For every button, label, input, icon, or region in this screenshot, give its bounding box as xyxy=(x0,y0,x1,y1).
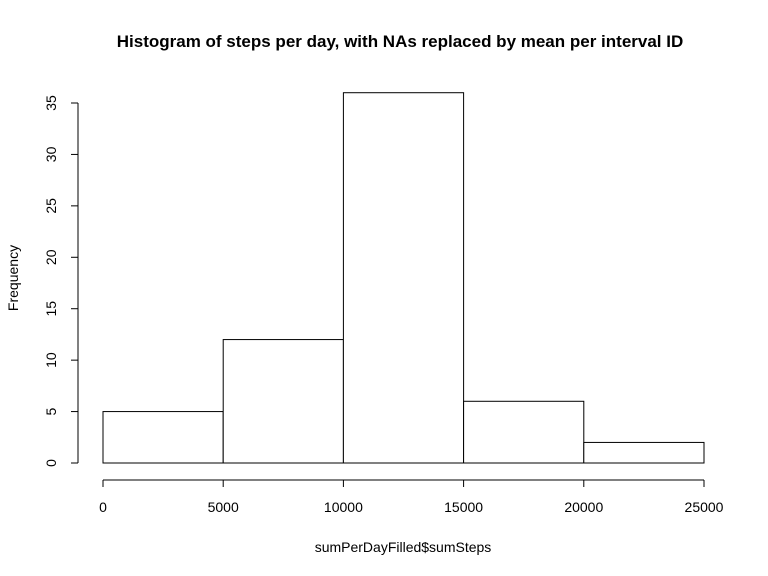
x-axis-label: sumPerDayFilled$sumSteps xyxy=(315,539,492,555)
histogram-bar-1 xyxy=(222,339,344,464)
y-tick-label-5: 25 xyxy=(43,198,59,214)
histogram-bar-0 xyxy=(102,411,224,464)
histogram-bar-4 xyxy=(583,441,705,464)
x-tick-label-2: 10000 xyxy=(324,499,363,515)
y-tick-label-1: 5 xyxy=(43,407,59,415)
y-tick-label-7: 35 xyxy=(43,95,59,111)
y-axis-label: Frequency xyxy=(5,245,21,311)
x-tick-label-3: 15000 xyxy=(444,499,483,515)
x-tick-label-0: 0 xyxy=(99,499,107,515)
y-tick-label-2: 10 xyxy=(43,352,59,368)
x-tick-label-5: 25000 xyxy=(685,499,724,515)
y-tick-label-0: 0 xyxy=(43,459,59,467)
x-tick-label-1: 5000 xyxy=(208,499,239,515)
y-tick-label-4: 20 xyxy=(43,249,59,265)
y-axis: 0 5 10 15 20 25 30 35 xyxy=(43,95,79,467)
x-tick-label-4: 20000 xyxy=(564,499,603,515)
y-tick-label-3: 15 xyxy=(43,301,59,317)
y-tick-label-6: 30 xyxy=(43,146,59,162)
chart-title: Histogram of steps per day, with NAs rep… xyxy=(117,32,684,51)
histogram-bar-2 xyxy=(342,92,465,464)
bars-group xyxy=(102,92,705,464)
x-axis: 0 5000 10000 15000 20000 25000 xyxy=(99,479,724,515)
histogram-bar-3 xyxy=(463,400,585,464)
